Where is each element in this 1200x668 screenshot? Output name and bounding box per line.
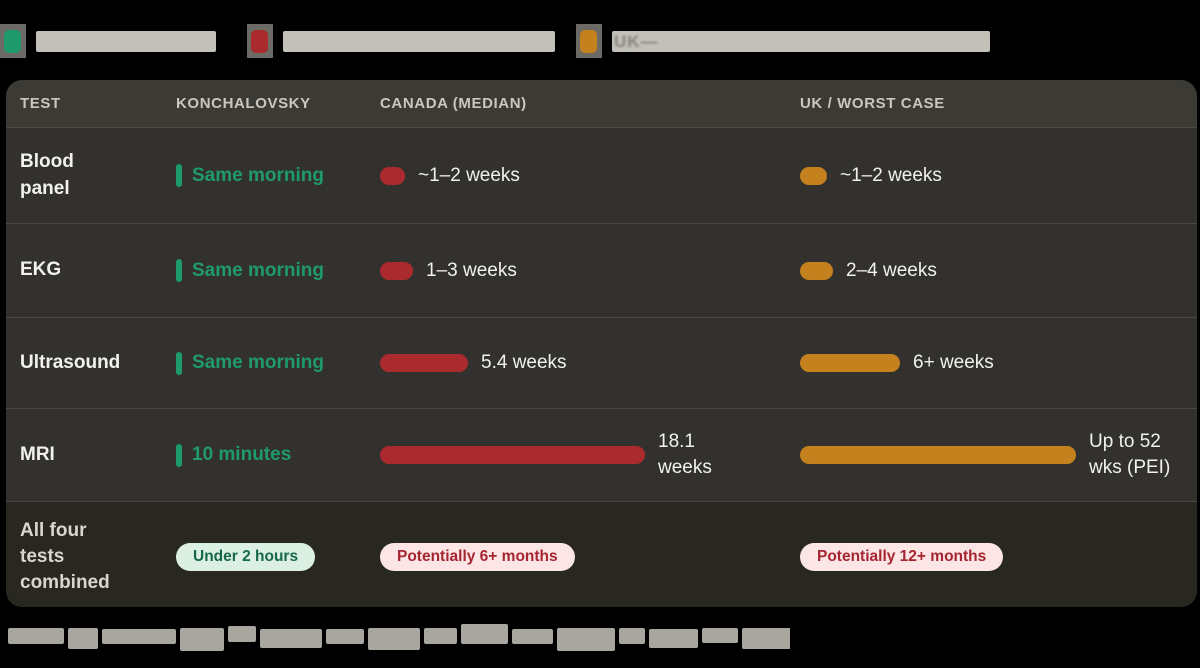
- test-name: Blood panel: [20, 151, 74, 199]
- redacted-word: [702, 627, 738, 643]
- canada-cell: 1–3 weeks: [380, 224, 800, 317]
- legend: UK—: [0, 24, 1200, 64]
- redacted-word: [68, 627, 98, 649]
- redacted-legend-label: [36, 30, 216, 52]
- uk-value: ~1–2 weeks: [840, 164, 942, 186]
- konchalovsky-value: Same morning: [192, 352, 324, 373]
- uk-cell: 6+ weeks: [800, 318, 1197, 408]
- canada-cell: 18.1 weeks: [380, 409, 800, 501]
- uk-value: Up to 52 wks (PEI): [1089, 431, 1171, 478]
- table-row-ultrasound: Ultrasound Same morning 5.4 weeks 6+ wee…: [6, 317, 1197, 408]
- wait-times-table: TEST KONCHALOVSKY CANADA (MEDIAN) UK / W…: [6, 80, 1197, 607]
- uk-wait-bar: [800, 446, 1076, 464]
- table-row-ekg: EKG Same morning 1–3 weeks 2–4 weeks: [6, 223, 1197, 317]
- green-swatch-icon: [4, 30, 21, 53]
- table-row-mri: MRI 10 minutes 18.1 weeks Up to 52 wks (…: [6, 408, 1197, 501]
- legend-swatch-wrap: [0, 24, 28, 58]
- test-name: MRI: [20, 443, 55, 465]
- legend-item-canada: [247, 24, 555, 58]
- test-name-cell: All four tests combined: [6, 502, 176, 607]
- redacted-word: [326, 628, 364, 644]
- column-header-konchalovsky: KONCHALOVSKY: [176, 95, 311, 112]
- konchalovsky-cell: Same morning: [176, 128, 380, 223]
- table-header-row: TEST KONCHALOVSKY CANADA (MEDIAN) UK / W…: [6, 80, 1197, 127]
- canada-wait-bar: [380, 446, 645, 464]
- legend-swatch-wrap: [576, 24, 604, 58]
- redacted-word: [8, 628, 64, 644]
- uk-cell: Potentially 12+ months: [800, 502, 1197, 607]
- uk-wait-bar: [800, 261, 833, 280]
- redacted-footer-caption: [8, 614, 790, 658]
- konchalovsky-badge: Under 2 hours: [176, 543, 316, 571]
- redacted-word: [461, 624, 508, 644]
- canada-badge: Potentially 6+ months: [380, 543, 575, 571]
- test-name: EKG: [20, 259, 62, 281]
- uk-value: 6+ weeks: [913, 352, 994, 374]
- legend-item-uk: UK—: [576, 24, 990, 58]
- redacted-word: [742, 627, 790, 649]
- uk-cell: ~1–2 weeks: [800, 128, 1197, 223]
- konchalovsky-value: Same morning: [192, 259, 324, 281]
- column-header-test: TEST: [20, 95, 61, 112]
- redacted-word: [368, 628, 420, 650]
- redacted-word: [260, 628, 322, 648]
- canada-value: 5.4 weeks: [481, 352, 567, 374]
- redacted-word: [228, 626, 256, 642]
- legend-label-fragment: UK—: [614, 31, 659, 51]
- uk-cell: 2–4 weeks: [800, 224, 1197, 317]
- uk-cell: Up to 52 wks (PEI): [800, 409, 1197, 501]
- canada-wait-bar: [380, 261, 413, 280]
- test-name-cell: EKG: [6, 224, 176, 317]
- red-swatch-icon: [251, 30, 268, 53]
- redacted-word: [649, 628, 698, 648]
- table-row-all-tests-combined: All four tests combined Under 2 hours Po…: [6, 501, 1197, 607]
- uk-wait-bar: [800, 354, 900, 372]
- test-name-cell: Blood panel: [6, 128, 176, 223]
- redacted-word: [512, 628, 553, 644]
- legend-swatch-wrap: [247, 24, 275, 58]
- konchalovsky-cell: Same morning: [176, 224, 380, 317]
- canada-cell: 5.4 weeks: [380, 318, 800, 408]
- test-name-cell: Ultrasound: [6, 318, 176, 408]
- canada-value: ~1–2 weeks: [418, 164, 520, 186]
- redacted-legend-label: [283, 30, 555, 52]
- konchalovsky-value: Same morning: [192, 164, 324, 186]
- column-header-uk: UK / WORST CASE: [800, 95, 945, 112]
- test-name: All four tests combined: [20, 519, 110, 594]
- canada-value: 1–3 weeks: [426, 259, 517, 281]
- uk-badge: Potentially 12+ months: [800, 543, 1004, 571]
- uk-wait-bar: [800, 166, 827, 185]
- orange-swatch-icon: [580, 30, 597, 53]
- canada-cell: Potentially 6+ months: [380, 502, 800, 607]
- canada-wait-bar: [380, 354, 468, 372]
- konchalovsky-cell: Under 2 hours: [176, 502, 380, 607]
- canada-value: 18.1 weeks: [658, 431, 712, 478]
- konchalovsky-cell: 10 minutes: [176, 409, 380, 501]
- redacted-word: [619, 628, 645, 644]
- uk-value: 2–4 weeks: [846, 259, 937, 281]
- canada-cell: ~1–2 weeks: [380, 128, 800, 223]
- test-name: Ultrasound: [20, 351, 121, 373]
- konchalovsky-value: 10 minutes: [192, 444, 292, 465]
- green-tick-bar: [176, 443, 182, 467]
- green-tick-bar: [176, 164, 182, 187]
- konchalovsky-cell: Same morning: [176, 318, 380, 408]
- column-header-canada: CANADA (MEDIAN): [380, 95, 527, 112]
- canada-wait-bar: [380, 166, 405, 185]
- green-tick-bar: [176, 259, 182, 282]
- legend-item-konchalovsky: [0, 24, 216, 58]
- test-name-cell: MRI: [6, 409, 176, 501]
- green-tick-bar: [176, 351, 182, 375]
- redacted-word: [424, 628, 457, 644]
- redacted-word: [102, 628, 176, 644]
- redacted-word: [557, 627, 615, 651]
- redacted-legend-label: UK—: [612, 30, 990, 52]
- table-row-blood-panel: Blood panel Same morning ~1–2 weeks ~1–2…: [6, 127, 1197, 223]
- redacted-word: [180, 627, 224, 651]
